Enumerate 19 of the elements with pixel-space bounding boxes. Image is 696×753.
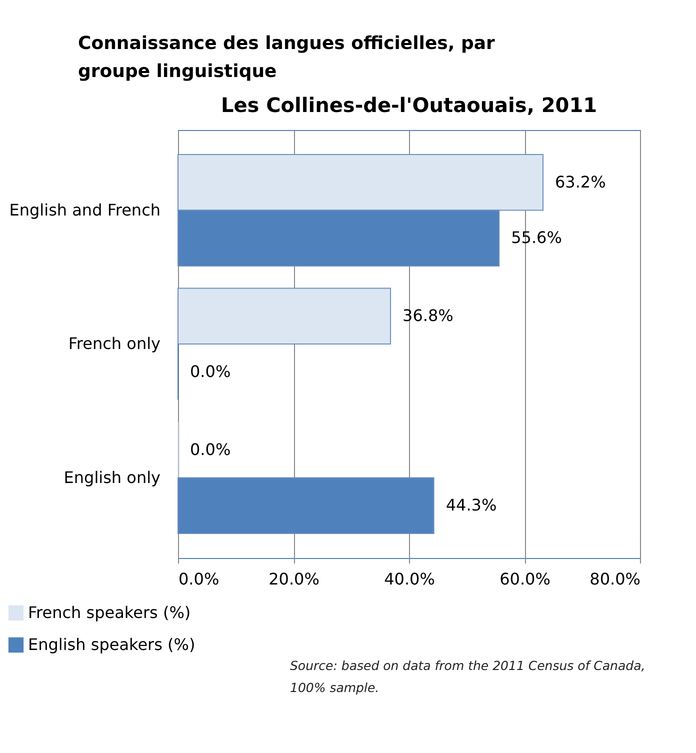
source-note: Source: based on data from the 2011 Census of Canada, 100% sample.	[290, 657, 646, 697]
x-tick-label: 60.0%	[500, 570, 550, 588]
data-label: 0.0%	[190, 362, 231, 381]
chart-subtitle: Les Collines-de-l'Outaouais, 2011	[220, 93, 598, 117]
x-tick-label: 80.0%	[590, 570, 640, 588]
x-tick-label: 20.0%	[268, 570, 320, 588]
x-tick-label: 40.0%	[384, 570, 435, 588]
data-label: 0.0%	[190, 440, 231, 459]
data-label: 55.6%	[511, 228, 562, 248]
x-tick-label: 0.0%	[178, 570, 220, 588]
chart-title: Connaissance des langues officielles, par groupe linguistique	[78, 32, 496, 84]
y-tick-label: English and French	[9, 200, 160, 220]
data-label: 44.3%	[446, 496, 497, 515]
y-tick-label: English only	[64, 468, 160, 487]
legend-label: French speakers (%)	[28, 603, 191, 622]
legend-label: English speakers (%)	[28, 635, 196, 654]
data-label: 36.8%	[402, 306, 454, 326]
y-tick-label: French only	[68, 334, 160, 353]
data-label: 63.2%	[554, 172, 606, 192]
